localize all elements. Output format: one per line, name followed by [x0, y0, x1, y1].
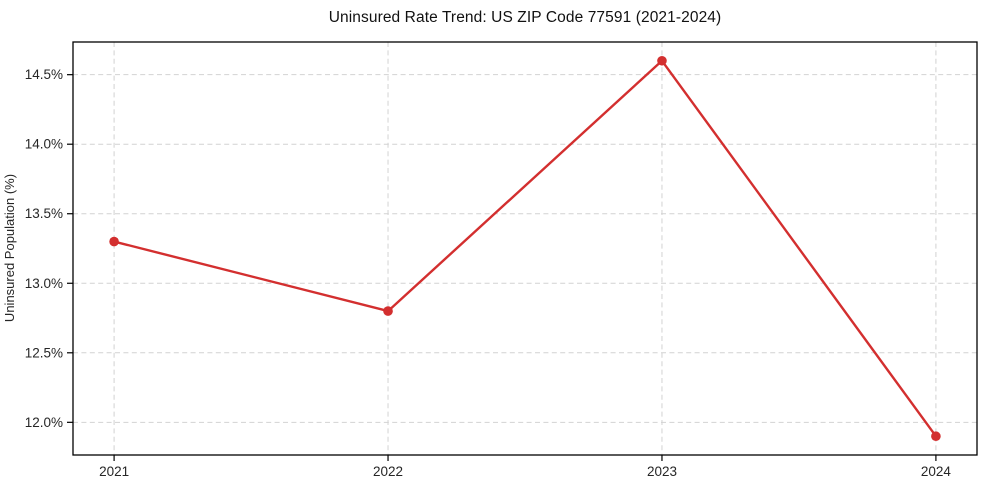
y-tick-label: 12.0% [25, 415, 63, 430]
trend-line [112, 59, 938, 438]
x-tick-label: 2022 [373, 464, 403, 479]
chart-title: Uninsured Rate Trend: US ZIP Code 77591 … [328, 9, 722, 26]
x-tick-label: 2024 [921, 464, 952, 479]
data-point-marker [383, 306, 393, 316]
y-tick-label: 14.5% [25, 67, 63, 82]
y-axis-label: Uninsured Population (%) [2, 174, 17, 322]
plot-border [72, 41, 978, 456]
x-tick-label: 2021 [99, 464, 129, 479]
y-tick-label: 13.5% [25, 206, 63, 221]
y-tick-label: 12.5% [25, 345, 63, 360]
y-tick-label: 13.0% [25, 276, 63, 291]
x-tick-label: 2023 [647, 464, 677, 479]
data-point-marker [109, 236, 119, 247]
data-point-marker [931, 431, 941, 442]
data-point-marker [657, 55, 667, 66]
y-tick-label: 14.0% [25, 137, 63, 152]
